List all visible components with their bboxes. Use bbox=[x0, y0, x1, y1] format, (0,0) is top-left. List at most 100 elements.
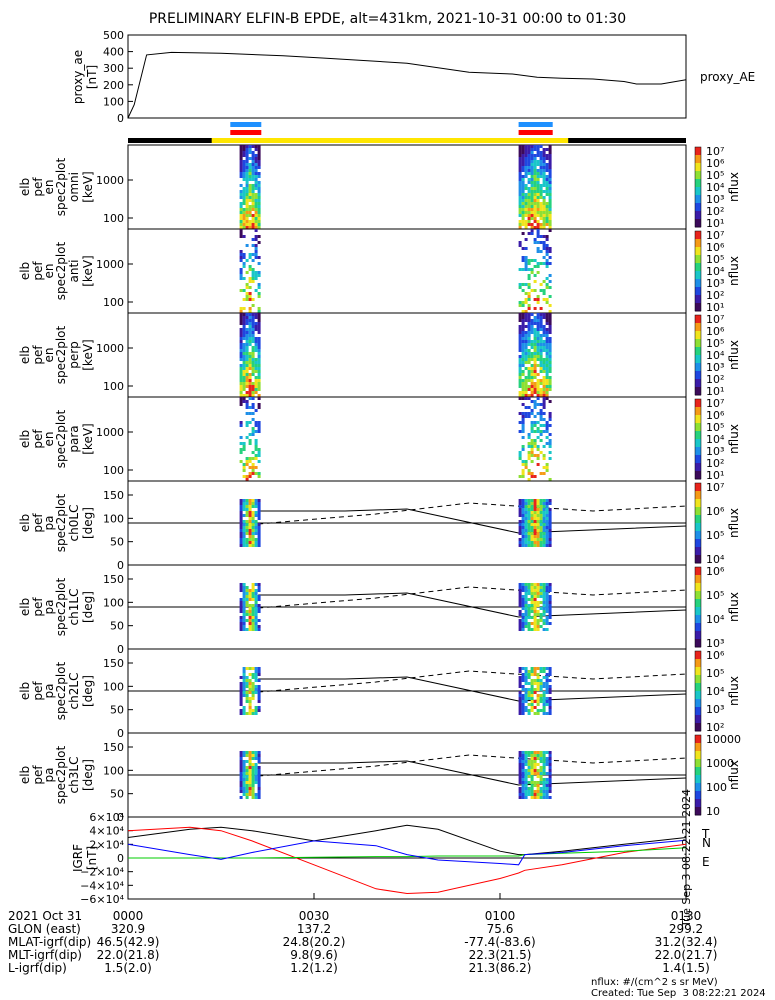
spectrogram-cell bbox=[251, 505, 255, 508]
spectrogram-cell bbox=[542, 202, 546, 205]
spectrogram-cell bbox=[521, 709, 525, 712]
spectrogram-cell bbox=[248, 520, 252, 523]
colorbar-cell bbox=[695, 269, 701, 272]
spectrogram-cell bbox=[542, 760, 546, 763]
spectrogram-cell bbox=[245, 379, 249, 382]
spectrogram-cell bbox=[539, 601, 543, 604]
spectrogram-cell bbox=[539, 364, 543, 367]
spectrogram-cell bbox=[521, 355, 525, 358]
spectrogram-cell bbox=[545, 181, 549, 184]
spectrogram-cell bbox=[257, 619, 261, 622]
spectrogram-cell bbox=[257, 448, 261, 451]
colorbar-tick-label: 100 bbox=[706, 781, 727, 794]
spectrogram-cell bbox=[242, 706, 246, 709]
spectrogram-cell bbox=[248, 772, 252, 775]
spectrogram-cell bbox=[548, 766, 552, 769]
spectrogram-cell bbox=[254, 607, 258, 610]
spectrogram-cell bbox=[251, 319, 255, 322]
spectrogram-cell bbox=[254, 448, 258, 451]
spectrogram-cell bbox=[542, 508, 546, 511]
spectrogram-cell bbox=[521, 703, 525, 706]
spectrogram-cell bbox=[545, 154, 549, 157]
spectrogram-cell bbox=[545, 382, 549, 385]
spectrogram-cell bbox=[548, 181, 552, 184]
spectrogram-cell bbox=[251, 541, 255, 544]
colorbar-cell bbox=[695, 559, 701, 562]
spectrogram-cell bbox=[257, 337, 261, 340]
spectrogram-cell bbox=[533, 160, 537, 163]
spectrogram-cell bbox=[248, 382, 252, 385]
spectrogram-cell bbox=[254, 619, 258, 622]
spectrogram-cell bbox=[545, 589, 549, 592]
spectrogram-cell bbox=[251, 391, 255, 394]
spectrogram-cell bbox=[548, 706, 552, 709]
spectrogram-cell bbox=[530, 523, 534, 526]
spectrogram-cell bbox=[518, 244, 522, 247]
spectrogram-cell bbox=[524, 346, 528, 349]
spectrogram-cell bbox=[239, 712, 243, 715]
spectrogram-cell bbox=[239, 289, 243, 292]
spectrogram-cell bbox=[548, 544, 552, 547]
spectrogram-cell bbox=[545, 373, 549, 376]
colorbar-cell bbox=[695, 435, 701, 438]
spectrogram-cell bbox=[518, 376, 522, 379]
spectrogram-cell bbox=[242, 598, 246, 601]
spectrogram-cell bbox=[251, 523, 255, 526]
spectrogram-cell bbox=[548, 358, 552, 361]
spectrogram-cell bbox=[254, 166, 258, 169]
spectrogram-cell bbox=[548, 199, 552, 202]
colorbar-cell bbox=[695, 543, 701, 546]
spectrogram-cell bbox=[251, 754, 255, 757]
ylabel-omni: elb bbox=[18, 178, 32, 196]
spectrogram-cell bbox=[521, 214, 525, 217]
spectrogram-cell bbox=[527, 610, 531, 613]
ytick-label: −6×10⁴ bbox=[80, 893, 124, 906]
spectrogram-cell bbox=[536, 499, 540, 502]
spectrogram-cell bbox=[545, 250, 549, 253]
colorbar-cell bbox=[695, 323, 701, 326]
spectrogram-cell bbox=[251, 226, 255, 229]
spectrogram-cell bbox=[545, 442, 549, 445]
spectrogram-cell bbox=[545, 370, 549, 373]
spectrogram-cell bbox=[545, 424, 549, 427]
footer-value: 137.2 bbox=[296, 922, 332, 936]
spectrogram-cell bbox=[530, 178, 534, 181]
spectrogram-cell bbox=[539, 358, 543, 361]
spectrogram-cell bbox=[254, 616, 258, 619]
spectrogram-cell bbox=[257, 370, 261, 373]
spectrogram-cell bbox=[242, 199, 246, 202]
spectrogram-cell bbox=[545, 697, 549, 700]
spectrogram-cell bbox=[542, 340, 546, 343]
spectrogram-cell bbox=[254, 589, 258, 592]
spectrogram-cell bbox=[242, 790, 246, 793]
colorbar-cell bbox=[695, 579, 701, 582]
spectrogram-cell bbox=[245, 775, 249, 778]
spectrogram-cell bbox=[533, 517, 537, 520]
spectrogram-cell bbox=[542, 226, 546, 229]
colorbar-cell bbox=[695, 577, 701, 580]
spectrogram-cell bbox=[245, 541, 249, 544]
spectrogram-cell bbox=[548, 193, 552, 196]
spectrogram-cell bbox=[251, 604, 255, 607]
colorbar-cell bbox=[695, 585, 701, 588]
spectrogram-cell bbox=[248, 529, 252, 532]
spectrogram-cell bbox=[242, 358, 246, 361]
spectrogram-cell bbox=[527, 211, 531, 214]
spectrogram-cell bbox=[527, 616, 531, 619]
spectrogram-cell bbox=[248, 157, 252, 160]
spectrogram-cell bbox=[539, 172, 543, 175]
spectrogram-cell bbox=[257, 517, 261, 520]
spectrogram-cell bbox=[257, 460, 261, 463]
spectrogram-cell bbox=[536, 196, 540, 199]
colorbar-tick-label: 10⁶ bbox=[706, 241, 725, 254]
spectrogram-cell bbox=[539, 154, 543, 157]
spectrogram-cell bbox=[245, 214, 249, 217]
spectrogram-cell bbox=[539, 217, 543, 220]
spectrogram-cell bbox=[254, 766, 258, 769]
spectrogram-cell bbox=[548, 154, 552, 157]
spectrogram-cell bbox=[530, 772, 534, 775]
spectrogram-cell bbox=[545, 211, 549, 214]
spectrogram-cell bbox=[533, 790, 537, 793]
spectrogram-cell bbox=[521, 538, 525, 541]
spectrogram-cell bbox=[539, 700, 543, 703]
